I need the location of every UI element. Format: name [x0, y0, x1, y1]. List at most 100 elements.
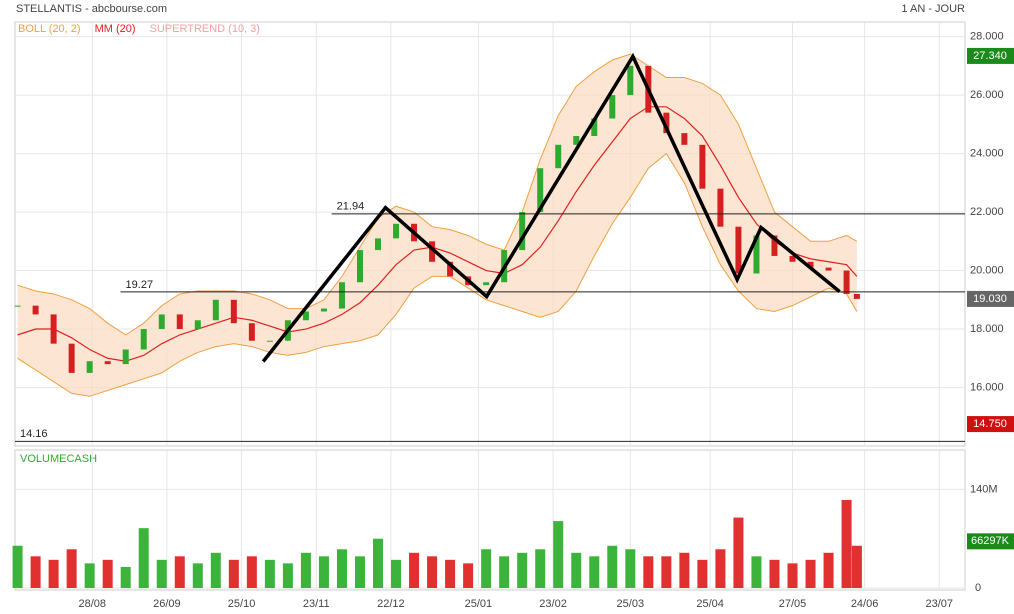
- volume-bar: [517, 552, 528, 588]
- candle: [266, 340, 273, 342]
- volume-bar: [589, 556, 600, 588]
- candle: [212, 299, 219, 321]
- candle: [338, 282, 345, 309]
- y2-tick-label: 0: [975, 582, 981, 594]
- level-label: 14.16: [20, 428, 48, 440]
- period: 1 AN - JOUR: [901, 3, 965, 15]
- y-tick-label: 24.000: [970, 147, 1004, 159]
- volume-bar: [120, 566, 131, 588]
- volume-bar: [409, 552, 420, 588]
- y-tick-label: 28.000: [970, 31, 1004, 43]
- volume-bar: [336, 549, 347, 588]
- x-tick-label: 25/10: [228, 598, 256, 610]
- x-tick-label: 25/01: [465, 598, 493, 610]
- volume-bar: [823, 552, 834, 588]
- trendline: [261, 52, 841, 363]
- volume-bar: [733, 517, 744, 588]
- volume-bar: [48, 559, 59, 588]
- candle: [627, 65, 634, 96]
- candle: [176, 314, 183, 330]
- volume-bar: [697, 559, 708, 588]
- candle: [248, 323, 255, 341]
- candle: [555, 144, 562, 169]
- volume-bar: [553, 521, 564, 588]
- candle: [771, 235, 778, 256]
- volume-bar: [481, 549, 492, 588]
- candle: [825, 267, 832, 271]
- volume-bar: [625, 549, 636, 588]
- candle: [158, 314, 165, 330]
- price-badge: [967, 290, 1014, 307]
- candle: [68, 343, 75, 373]
- volume-bar: [156, 559, 167, 588]
- volume-bar: [805, 559, 816, 588]
- volume-bar: [192, 563, 203, 588]
- price-badge: [967, 47, 1014, 64]
- volume-bar: [264, 559, 275, 588]
- volume-bar: [391, 559, 402, 588]
- volume-bar: [607, 545, 618, 588]
- volume-bar: [787, 563, 798, 588]
- volume-bar: [679, 552, 690, 588]
- x-tick-label: 25/03: [617, 598, 645, 610]
- candle: [230, 299, 237, 324]
- candle: [14, 305, 21, 307]
- y-tick-label: 22.000: [970, 206, 1004, 218]
- candle: [194, 320, 201, 330]
- volume-bar: [841, 499, 852, 588]
- candle: [320, 308, 327, 312]
- bollinger-upper: [17, 53, 858, 336]
- candle: [573, 136, 580, 145]
- volume-bar: [769, 559, 780, 588]
- legend-entry: MM (20): [95, 23, 136, 35]
- x-tick-label: 24/06: [851, 598, 879, 610]
- x-tick-label: 22/12: [377, 598, 405, 610]
- volume-bar: [661, 556, 672, 588]
- x-tick-label: 25/04: [696, 598, 724, 610]
- volume-bar: [318, 556, 329, 588]
- volume-panel: [14, 449, 966, 591]
- x-tick-label: 23/07: [925, 598, 953, 610]
- volume-bar: [12, 545, 23, 588]
- x-tick-label: 23/11: [303, 598, 330, 610]
- bollinger-lower: [17, 152, 858, 397]
- y-tick-label: 18.000: [970, 323, 1004, 335]
- x-tick-label: 23/02: [539, 598, 567, 610]
- candle: [853, 293, 860, 299]
- bollinger-area: [17, 54, 857, 397]
- candle: [681, 133, 688, 145]
- candle: [50, 314, 57, 344]
- candle: [140, 329, 147, 350]
- price-badge-label: 14.750: [973, 418, 1007, 430]
- volume-bar: [228, 559, 239, 588]
- volume-bar: [138, 528, 149, 588]
- volume-bar: [30, 556, 41, 588]
- candle: [429, 241, 436, 262]
- candle: [591, 118, 598, 137]
- candle: [32, 305, 39, 315]
- candle: [753, 235, 760, 274]
- legend-entry: SUPERTREND (10, 3): [150, 23, 260, 35]
- volume-bar: [354, 556, 365, 588]
- candle: [699, 144, 706, 189]
- price-badge-label: 19.030: [973, 293, 1007, 305]
- y-tick-label: 26.000: [970, 89, 1004, 101]
- legend-entry: BOLL (20, 2): [18, 23, 81, 35]
- price-badge-label: 27.340: [973, 50, 1007, 62]
- volume-bar: [715, 549, 726, 588]
- candle: [375, 238, 382, 251]
- y-tick-label: 16.000: [970, 381, 1004, 393]
- price-badge: [967, 416, 1014, 433]
- level-label: 21.94: [337, 201, 365, 213]
- candle: [483, 282, 490, 286]
- moving-average: [17, 106, 858, 362]
- volume-bar: [427, 556, 438, 588]
- y-tick-label: 20.000: [970, 264, 1004, 276]
- price-panel: [14, 21, 966, 447]
- volume-bar: [174, 556, 185, 588]
- x-tick-label: 27/05: [779, 598, 807, 610]
- volume-bar: [373, 538, 384, 588]
- candle: [393, 223, 400, 239]
- volume-bar: [751, 556, 762, 588]
